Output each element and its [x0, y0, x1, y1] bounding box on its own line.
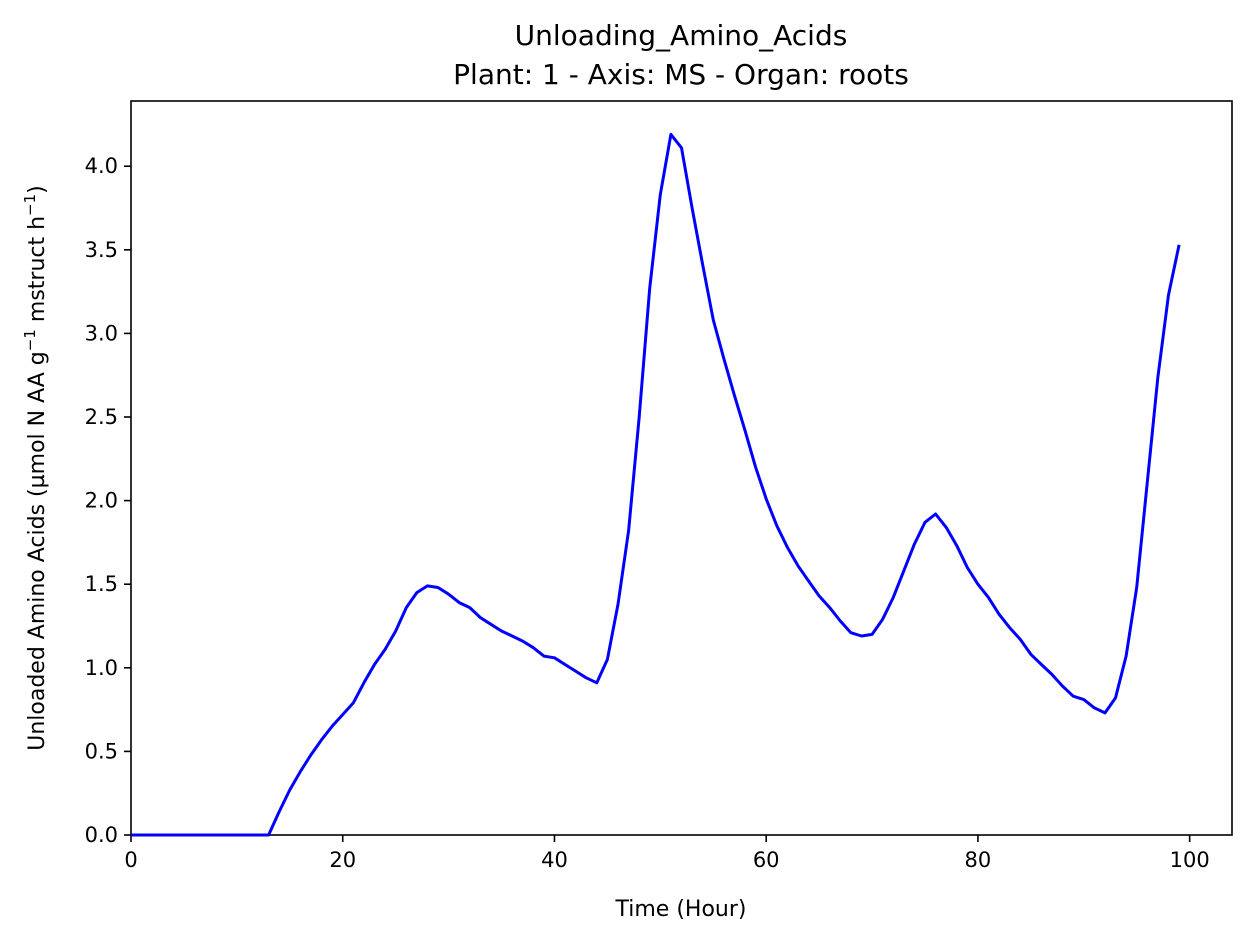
y-axis-label-part: ) — [25, 185, 50, 194]
x-tick-label: 40 — [541, 848, 568, 872]
series-line-unloaded-amino-acids — [131, 132, 1181, 837]
x-axis-label: Time (Hour) — [615, 897, 747, 922]
x-tick-label: 100 — [1170, 848, 1210, 872]
y-tick-label: 4.0 — [85, 154, 118, 178]
chart-subtitle: Plant: 1 - Axis: MS - Organ: roots — [453, 58, 909, 91]
y-tick-label: 3.5 — [85, 238, 118, 262]
x-axis-ticks: 0 20 40 60 80 100 — [124, 835, 1210, 872]
x-tick-label: 20 — [329, 848, 356, 872]
y-axis-label-superscript: −1 — [21, 194, 39, 216]
y-tick-label: 0.5 — [85, 739, 118, 763]
chart-title: Unloading_Amino_Acids — [515, 19, 848, 52]
y-tick-label: 0.0 — [85, 823, 118, 847]
y-tick-label: 2.5 — [85, 405, 118, 429]
y-axis-ticks: 0.0 0.5 1.0 1.5 2.0 2.5 3.0 3.5 4.0 — [85, 154, 131, 847]
y-axis-label: Unloaded Amino Acids (µmol N AA g−1 mstr… — [21, 185, 50, 751]
x-tick-label: 60 — [753, 848, 780, 872]
x-tick-label: 80 — [965, 848, 992, 872]
y-axis-label-part: Unloaded Amino Acids (µmol N AA g — [25, 351, 50, 751]
y-tick-label: 3.0 — [85, 321, 118, 345]
y-axis-label-superscript: −1 — [21, 329, 39, 351]
y-tick-label: 1.5 — [85, 572, 118, 596]
axes-frame — [130, 100, 1233, 836]
y-axis-label-part: mstruct h — [25, 216, 50, 329]
y-tick-label: 2.0 — [85, 489, 118, 513]
plot-area: 0 20 40 60 80 100 0.0 0.5 1.0 1.5 2.0 2.5 3.0 3.5 4.0 — [85, 100, 1233, 872]
x-tick-label: 0 — [124, 848, 137, 872]
y-tick-label: 1.0 — [85, 656, 118, 680]
